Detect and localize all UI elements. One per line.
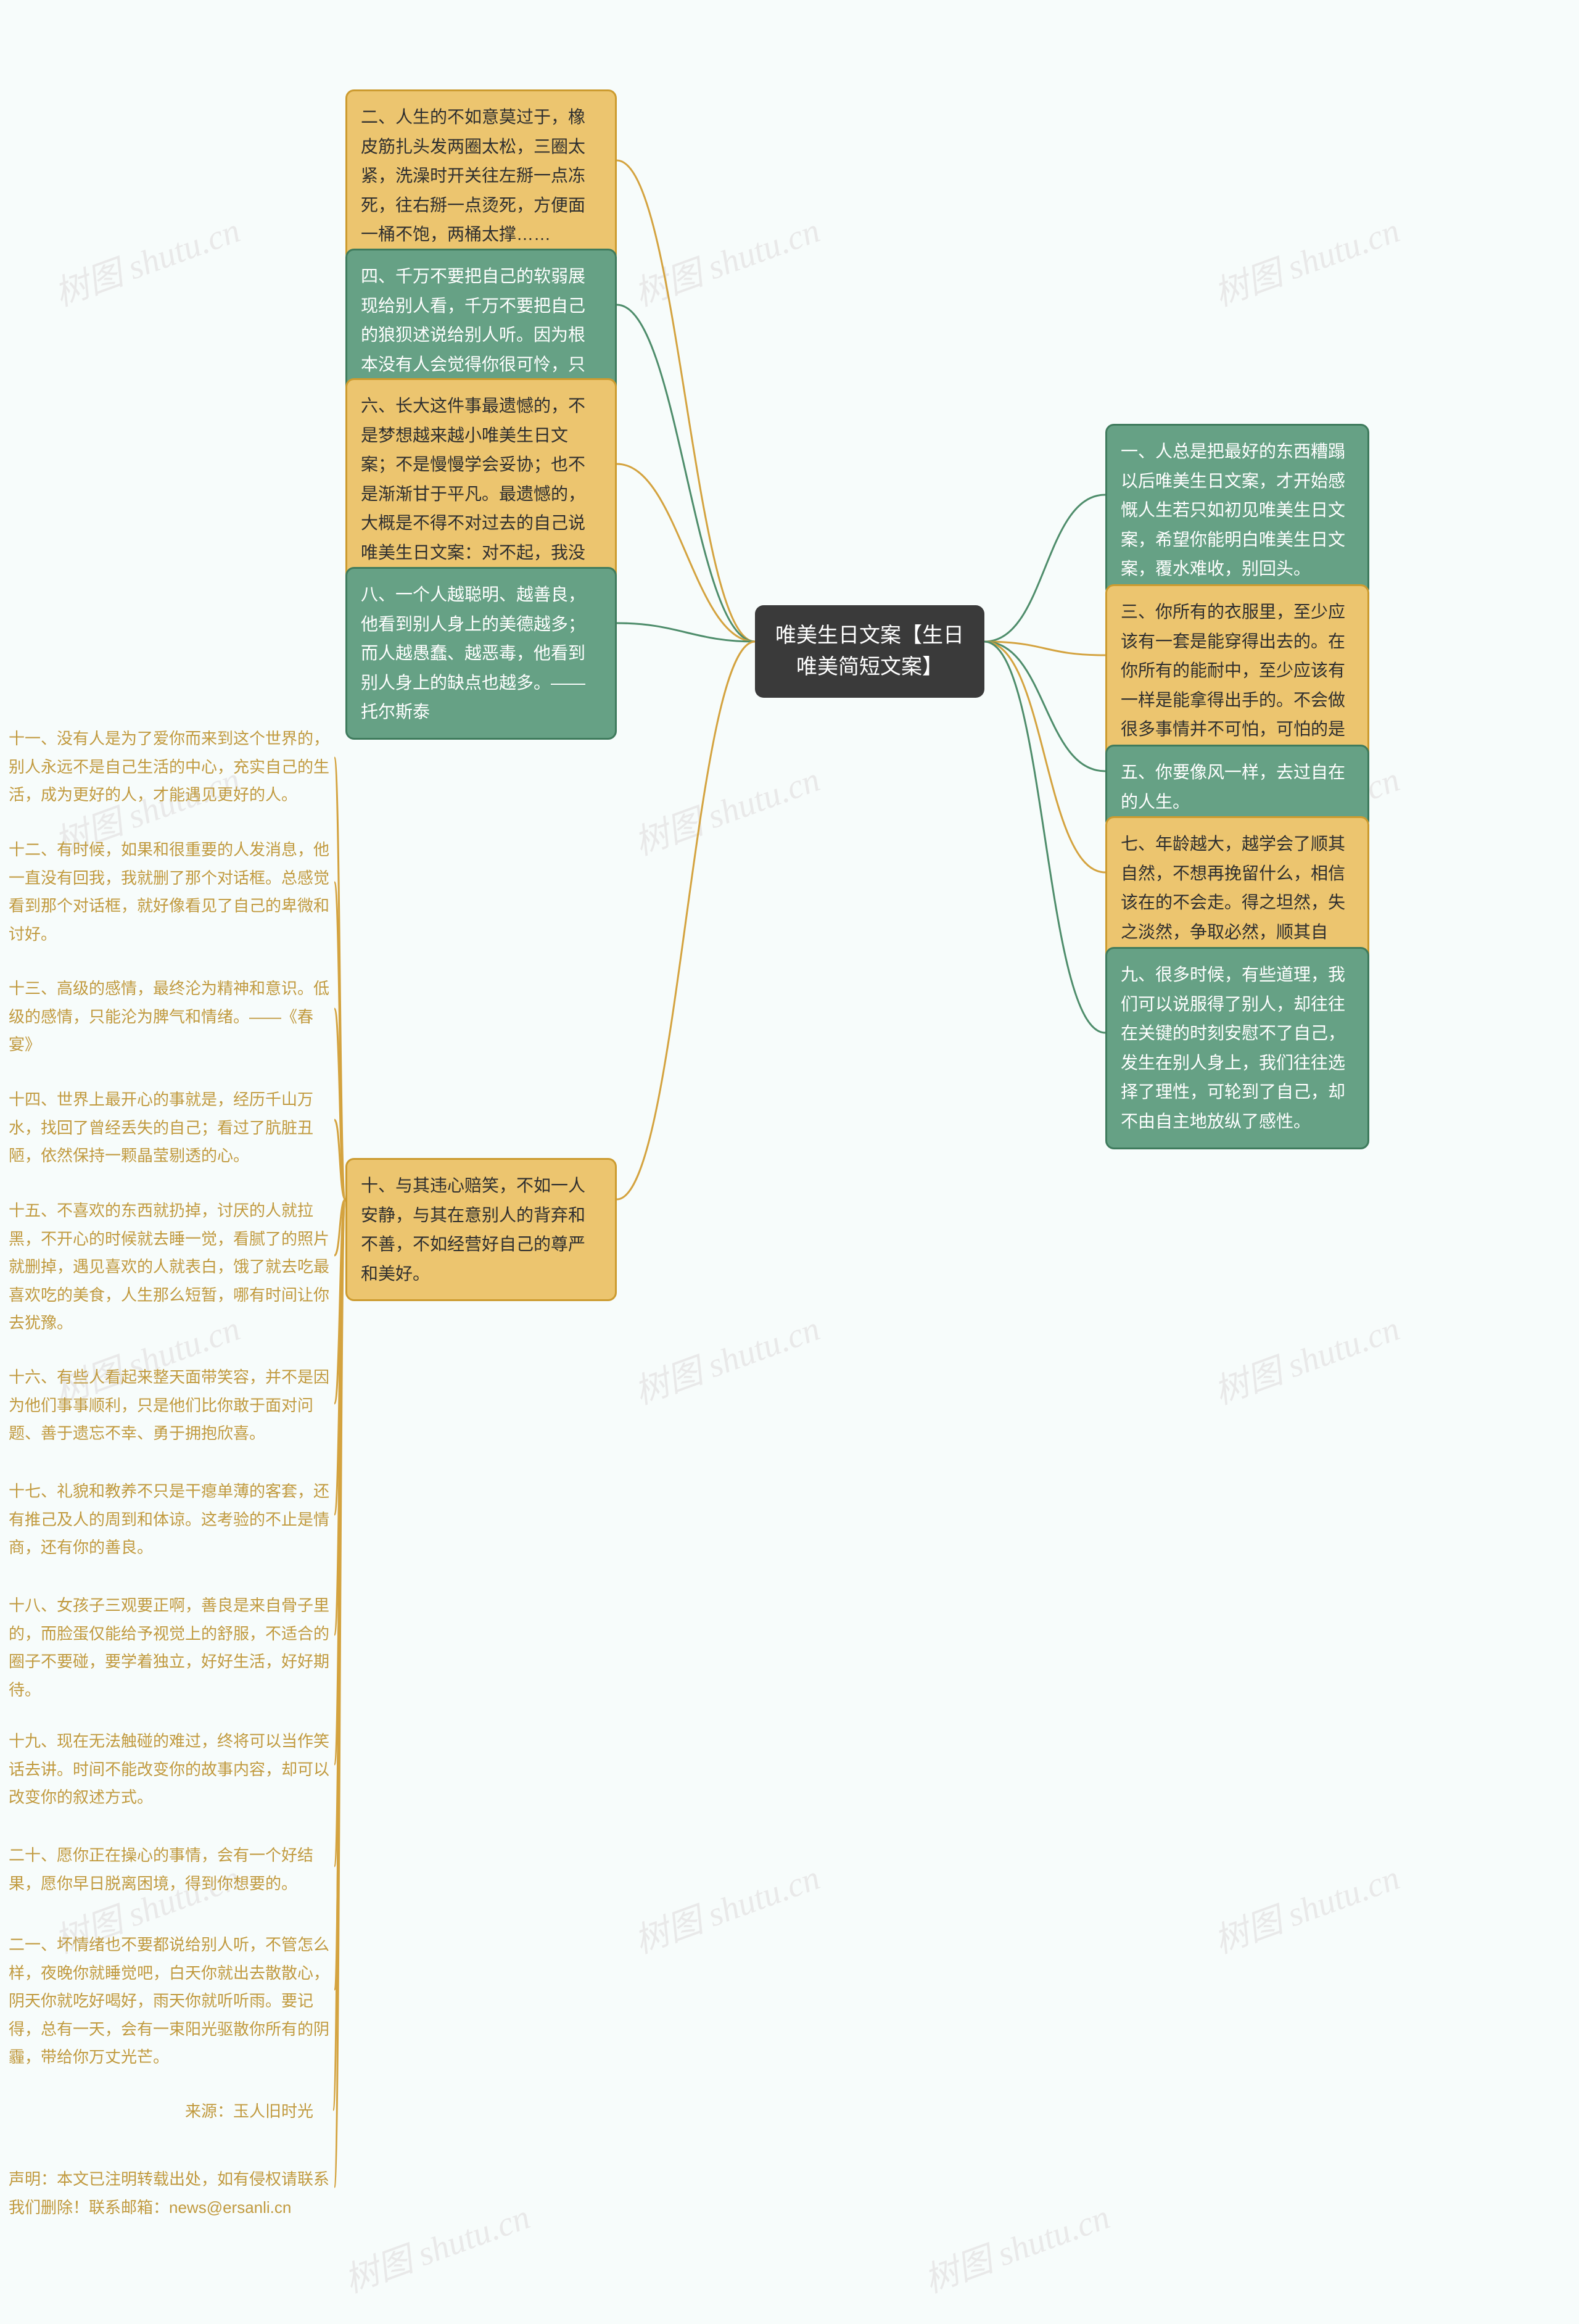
watermark-text: 树图 shutu.cn — [627, 1850, 826, 1964]
connector-path — [617, 642, 755, 1199]
mindmap-text-node: 来源：玉人旧时光 — [185, 2098, 333, 2126]
watermark-text: 树图 shutu.cn — [917, 2190, 1116, 2303]
watermark-text: 树图 shutu.cn — [1206, 1301, 1406, 1415]
node-text: 一、人总是把最好的东西糟蹋以后唯美生日文案，才开始感慨人生若只如初见唯美生日文案… — [1121, 442, 1345, 578]
watermark-text: 树图 shutu.cn — [627, 752, 826, 866]
connector-path — [334, 882, 345, 1199]
mindmap-text-node: 二十、愿你正在操心的事情，会有一个好结果，愿你早日脱离困境，得到你想要的。 — [9, 1842, 334, 1898]
connector-path — [984, 642, 1105, 655]
connector-path — [334, 1199, 345, 1404]
connector-path — [334, 1199, 345, 1515]
watermark-text: 树图 shutu.cn — [627, 1301, 826, 1415]
mindmap-text-node: 十九、现在无法触碰的难过，终将可以当作笑话去讲。时间不能改变你的故事内容，却可以… — [9, 1727, 334, 1812]
mindmap-text-node: 二一、坏情绪也不要都说给别人听，不管怎么样，夜晚你就睡觉吧，白天你就出去散散心，… — [9, 1931, 334, 2072]
node-text: 八、一个人越聪明、越善良，他看到别人身上的美德越多；而人越愚蠢、越恶毒，他看到别… — [361, 585, 585, 721]
mindmap-node: 九、很多时候，有些道理，我们可以说服得了别人，却往往在关键的时刻安慰不了自己，发… — [1105, 947, 1369, 1149]
connector-path — [617, 160, 755, 642]
connector-path — [334, 1199, 345, 1990]
connector-path — [334, 758, 345, 1199]
connector-path — [334, 1199, 345, 1866]
mindmap-text-node: 十八、女孩子三观要正啊，善良是来自骨子里的，而脸蛋仅能给予视觉上的舒服，不适合的… — [9, 1592, 334, 1704]
node-text: 六、长大这件事最遗憾的，不是梦想越来越小唯美生日文案；不是慢慢学会妥协；也不是渐… — [361, 396, 585, 592]
mindmap-text-node: 十三、高级的感情，最终沦为精神和意识。低级的感情，只能沦为脾气和情绪。——《春宴… — [9, 975, 334, 1059]
root-label: 唯美生日文案【生日唯美简短文案】 — [775, 624, 964, 679]
mindmap-node: 十、与其违心赔笑，不如一人安静，与其在意别人的背弃和不善，不如经营好自己的尊严和… — [345, 1158, 617, 1301]
watermark-text: 树图 shutu.cn — [47, 203, 246, 316]
watermark-text: 树图 shutu.cn — [1206, 203, 1406, 316]
mindmap-text-node: 十一、没有人是为了爱你而来到这个世界的，别人永远不是自己生活的中心，充实自己的生… — [9, 725, 334, 809]
connector-path — [984, 642, 1105, 872]
connector-path — [617, 464, 755, 642]
connector-path — [334, 1199, 345, 1764]
mindmap-text-node: 十六、有些人看起来整天面带笑容，并不是因为他们事事顺利，只是他们比你敢于面对问题… — [9, 1363, 334, 1448]
mindmap-node: 一、人总是把最好的东西糟蹋以后唯美生日文案，才开始感慨人生若只如初见唯美生日文案… — [1105, 424, 1369, 597]
node-text: 二、人生的不如意莫过于，橡皮筋扎头发两圈太松，三圈太紧，洗澡时开关往左掰一点冻死… — [361, 107, 585, 244]
watermark-text: 树图 shutu.cn — [627, 203, 826, 316]
connector-path — [334, 1199, 345, 1255]
connector-path — [984, 642, 1105, 771]
mindmap-text-node: 声明：本文已注明转载出处，如有侵权请联系我们删除！联系邮箱：news@ersan… — [9, 2165, 334, 2222]
node-text: 五、你要像风一样，去过自在的人生。 — [1121, 763, 1345, 811]
mindmap-text-node: 十五、不喜欢的东西就扔掉，讨厌的人就拉黑，不开心的时候就去睡一觉，看腻了的照片就… — [9, 1197, 334, 1338]
watermark-text: 树图 shutu.cn — [1206, 1850, 1406, 1964]
watermark-text: 树图 shutu.cn — [337, 2190, 536, 2303]
connector-path — [333, 1199, 345, 2110]
connector-path — [334, 1199, 345, 2187]
node-text: 九、很多时候，有些道理，我们可以说服得了别人，却往往在关键的时刻安慰不了自己，发… — [1121, 965, 1345, 1131]
mindmap-node: 八、一个人越聪明、越善良，他看到别人身上的美德越多；而人越愚蠢、越恶毒，他看到别… — [345, 567, 617, 740]
mindmap-node: 二、人生的不如意莫过于，橡皮筋扎头发两圈太松，三圈太紧，洗澡时开关往左掰一点冻死… — [345, 89, 617, 262]
mindmap-text-node: 十七、礼貌和教养不只是干瘪单薄的客套，还有推己及人的周到和体谅。这考验的不止是情… — [9, 1478, 334, 1562]
node-text: 三、你所有的衣服里，至少应该有一套是能穿得出去的。在你所有的能耐中，至少应该有一… — [1121, 602, 1345, 768]
connector-path — [617, 305, 755, 642]
mindmap-text-node: 十二、有时候，如果和很重要的人发消息，他一直没有回我，我就删了那个对话框。总感觉… — [9, 836, 334, 948]
connector-path — [334, 1120, 345, 1199]
node-text: 十、与其违心赔笑，不如一人安静，与其在意别人的背弃和不善，不如经营好自己的尊严和… — [361, 1176, 585, 1283]
mindmap-root-node: 唯美生日文案【生日唯美简短文案】 — [755, 605, 984, 698]
connector-path — [984, 495, 1105, 642]
connector-path — [984, 642, 1105, 1033]
connector-path — [334, 1009, 345, 1199]
mindmap-text-node: 十四、世界上最开心的事就是，经历千山万水，找回了曾经丢失的自己；看过了肮脏丑陋，… — [9, 1086, 334, 1170]
connector-path — [617, 623, 755, 642]
connector-path — [334, 1199, 345, 1635]
